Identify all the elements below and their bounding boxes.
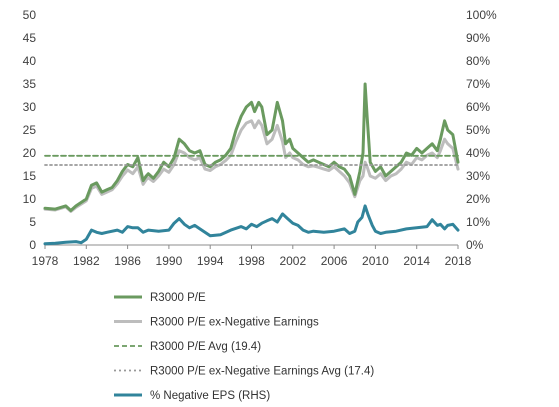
legend-label-r3000-p-e-avg-19-4: R3000 P/E Avg (19.4) — [150, 341, 261, 353]
legend-label-r3000-p-e-ex-negative-earnings-avg-17-4: R3000 P/E ex-Negative Earnings Avg (17.4… — [150, 366, 374, 378]
x-tick-label: 2002 — [279, 254, 306, 268]
left-y-tick-label: 0 — [29, 238, 36, 252]
left-y-tick-label: 10 — [23, 192, 37, 206]
left-y-tick-label: 20 — [23, 146, 37, 160]
left-y-tick-label: 35 — [23, 77, 37, 91]
right-y-tick-label: 70% — [466, 77, 490, 91]
series-line-r3000-p-e — [43, 82, 460, 212]
right-y-tick-label: 100% — [466, 8, 497, 22]
x-tick-label: 1982 — [73, 254, 100, 268]
x-tick-label: 1986 — [114, 254, 141, 268]
right-y-tick-label: 90% — [466, 31, 490, 45]
right-y-tick-label: 40% — [466, 146, 490, 160]
right-y-tick-label: 30% — [466, 169, 490, 183]
left-y-tick-label: 45 — [23, 31, 37, 45]
right-y-tick-label: 10% — [466, 215, 490, 229]
x-tick-label: 1994 — [197, 254, 224, 268]
legend: R3000 P/E R3000 P/E ex-Negative Earnings R… — [114, 292, 374, 402]
right-y-tick-label: 80% — [466, 54, 490, 68]
series-line-negative-eps-rhs — [43, 204, 460, 246]
series-layer — [43, 82, 460, 246]
x-axis: 1978 1982 1986 1990 1994 1998 2002 2006 2010 2014… — [32, 245, 472, 268]
x-tick-label: 2014 — [403, 254, 430, 268]
x-tick-label: 2010 — [362, 254, 389, 268]
left-y-tick-label: 25 — [23, 123, 37, 137]
x-tick-label: 1990 — [156, 254, 183, 268]
right-y-tick-label: 20% — [466, 192, 490, 206]
left-y-axis: 0 5 10 15 20 25 30 35 40 45 50 — [23, 8, 37, 252]
right-y-tick-label: 0% — [466, 238, 484, 252]
x-tick-label: 1978 — [32, 254, 59, 268]
left-y-tick-label: 40 — [23, 54, 37, 68]
right-y-tick-label: 50% — [466, 123, 490, 137]
x-tick-label: 1998 — [238, 254, 265, 268]
left-y-tick-label: 50 — [23, 8, 37, 22]
legend-label-r3000-p-e: R3000 P/E — [150, 292, 206, 304]
right-y-axis: 0% 10% 20% 30% 40% 50% 60% 70% 80% 90% 100% — [466, 8, 497, 252]
series-line-r3000-p-e-ex-negative-earnings — [43, 119, 460, 213]
x-tick-label: 2006 — [321, 254, 348, 268]
left-y-tick-label: 15 — [23, 169, 37, 183]
legend-label-r3000-p-e-ex-negative-earnings: R3000 P/E ex-Negative Earnings — [150, 317, 319, 329]
x-tick-label: 2018 — [445, 254, 472, 268]
legend-label-negative-eps-rhs: % Negative EPS (RHS) — [150, 390, 270, 402]
right-y-tick-label: 60% — [466, 100, 490, 114]
left-y-tick-label: 30 — [23, 100, 37, 114]
left-y-tick-label: 5 — [29, 215, 36, 229]
